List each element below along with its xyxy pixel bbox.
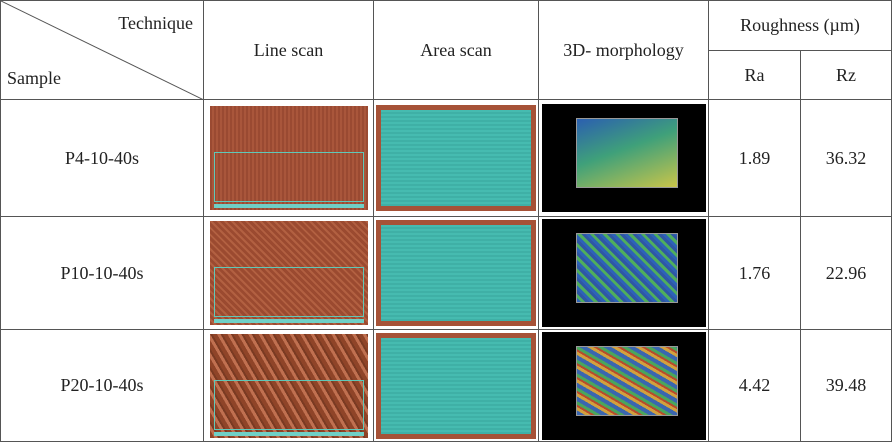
sample-cell: P10-10-40s <box>0 216 204 330</box>
rz-cell: 36.32 <box>800 99 892 217</box>
sample-cell: P20-10-40s <box>0 329 204 442</box>
column-header: Ra <box>708 50 801 100</box>
sample-label: Sample <box>7 68 61 88</box>
technique-label: Technique <box>118 13 193 33</box>
image-cell <box>203 329 374 442</box>
image-cell <box>538 99 709 217</box>
image-cell <box>373 329 539 442</box>
area-scan-image <box>376 332 536 439</box>
column-header: Line scan <box>203 0 374 100</box>
image-cell <box>538 329 709 442</box>
image-cell <box>538 216 709 330</box>
column-header: Area scan <box>373 0 539 100</box>
morphology-image <box>541 104 706 212</box>
rz-cell: 22.96 <box>800 216 892 330</box>
area-scan-image <box>376 105 536 211</box>
image-cell <box>203 216 374 330</box>
line-scan-image <box>209 106 368 210</box>
area-scan-image <box>376 220 536 326</box>
image-cell <box>203 99 374 217</box>
morphology-image <box>541 219 706 327</box>
image-cell <box>373 216 539 330</box>
line-scan-image <box>209 221 368 325</box>
morphology-image <box>541 331 706 440</box>
ra-cell: 1.76 <box>708 216 801 330</box>
roughness-header: Roughness (µm) <box>708 0 892 51</box>
ra-cell: 4.42 <box>708 329 801 442</box>
corner-header: Technique Sample <box>0 0 204 100</box>
sample-cell: P4-10-40s <box>0 99 204 217</box>
diagonal <box>1 1 204 100</box>
rz-cell: 39.48 <box>800 329 892 442</box>
column-header: 3D- morphology <box>538 0 709 100</box>
ra-cell: 1.89 <box>708 99 801 217</box>
column-header: Rz <box>800 50 892 100</box>
image-cell <box>373 99 539 217</box>
line-scan-image <box>209 333 368 438</box>
